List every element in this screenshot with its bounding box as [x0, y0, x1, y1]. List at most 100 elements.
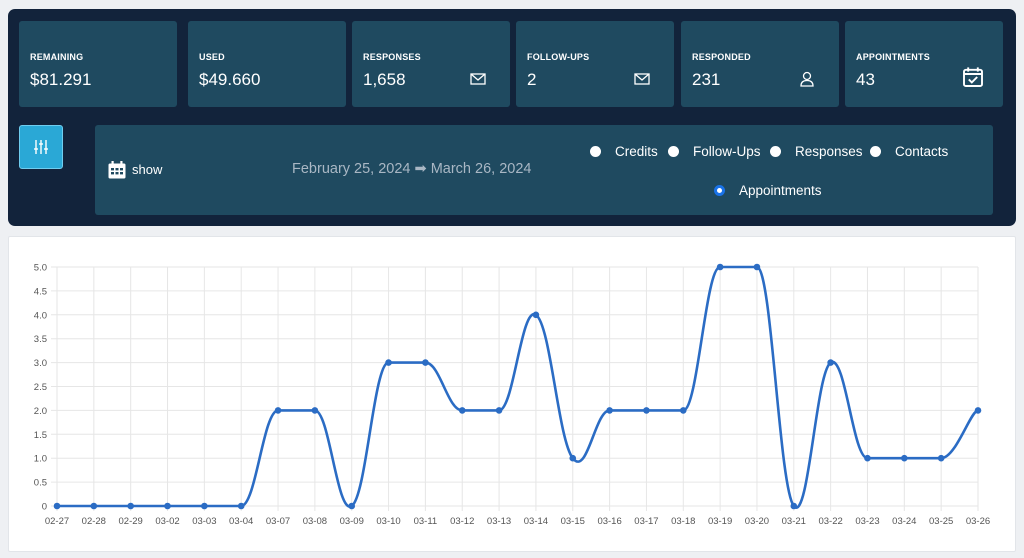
x-tick-label: 03-13: [487, 516, 511, 527]
y-tick-label: 3.5: [34, 334, 47, 345]
data-point: [901, 454, 908, 462]
card-label: FOLLOW-UPS: [527, 52, 590, 62]
x-tick-label: 03-15: [561, 516, 585, 527]
radio-button[interactable]: [870, 146, 881, 157]
card-value: 1,658: [363, 70, 406, 89]
chart-panel: 0 0.5 1.0 1.5 2.0 2.5 3.0 3.5 4.0 4.5 5.0 02-27 02-2…: [8, 236, 1016, 552]
data-point: [606, 407, 613, 414]
card-value: 43: [856, 70, 875, 89]
radio-credits[interactable]: Credits: [590, 144, 658, 159]
radio-button-selected[interactable]: [714, 185, 725, 196]
date-range-text[interactable]: February 25, 2024 ➡ March 26, 2024: [292, 161, 532, 177]
card-label: REMAINING: [30, 52, 84, 62]
data-point: [753, 263, 761, 271]
y-tick-label: 3.0: [34, 358, 47, 369]
card-label: RESPONSES: [363, 52, 421, 62]
show-label[interactable]: show: [132, 162, 163, 177]
y-tick-label: 2.5: [34, 382, 47, 393]
y-tick-label: 2.0: [34, 406, 47, 417]
date-filter-panel: show February 25, 2024 ➡ March 26, 2024 …: [95, 125, 993, 215]
radio-label: Responses: [795, 144, 863, 159]
envelope-icon: [470, 73, 486, 85]
x-tick-label: 03-16: [597, 516, 621, 527]
calendar-icon: [108, 161, 126, 179]
x-tick-label: 03-17: [634, 516, 658, 527]
radio-label: Appointments: [739, 183, 822, 198]
data-point: [201, 502, 208, 510]
x-tick-label: 03-02: [155, 516, 179, 527]
data-point: [385, 359, 392, 366]
x-tick-label: 02-27: [45, 516, 69, 527]
radio-responses[interactable]: Responses: [770, 144, 863, 159]
data-point: [679, 407, 687, 414]
data-point: [864, 454, 871, 462]
card-appointments: APPOINTMENTS 43: [845, 21, 1003, 107]
radio-button[interactable]: [590, 146, 601, 157]
data-point: [790, 502, 798, 510]
y-tick-label: 4.0: [34, 310, 47, 321]
x-tick-label: 03-26: [966, 516, 990, 527]
x-tick-label: 03-07: [266, 516, 290, 527]
data-point: [495, 407, 503, 414]
x-tick-label: 02-28: [82, 516, 106, 527]
calendar-check-icon: [963, 67, 983, 87]
radio-button[interactable]: [770, 146, 781, 157]
radio-follow-ups[interactable]: Follow-Ups: [668, 144, 761, 159]
x-tick-label: 03-11: [414, 516, 438, 527]
x-tick-label: 03-14: [524, 516, 548, 527]
y-tick-label: 0: [42, 502, 47, 513]
radio-appointments[interactable]: Appointments: [714, 183, 822, 198]
data-point: [348, 502, 356, 510]
data-point: [569, 454, 577, 462]
data-point: [716, 263, 724, 271]
data-point: [274, 407, 282, 414]
x-tick-label: 03-08: [303, 516, 327, 527]
x-tick-label: 03-25: [929, 516, 953, 527]
stats-panel: REMAINING $81.291 USED $49.660 RESPONSES…: [8, 9, 1016, 226]
data-point: [422, 359, 429, 366]
data-point: [827, 359, 834, 366]
user-icon: [800, 71, 814, 87]
card-label: APPOINTMENTS: [856, 52, 930, 62]
card-value: 2: [527, 70, 537, 89]
envelope-icon: [634, 73, 650, 85]
radio-button[interactable]: [668, 146, 679, 157]
data-point: [90, 502, 98, 510]
x-tick-label: 03-23: [855, 516, 879, 527]
card-used: USED $49.660: [188, 21, 346, 107]
data-point: [532, 311, 540, 319]
card-value: $81.291: [30, 70, 92, 89]
card-follow-ups: FOLLOW-UPS 2: [516, 21, 674, 107]
radio-contacts[interactable]: Contacts: [870, 144, 948, 159]
x-tick-label: 03-18: [671, 516, 695, 527]
card-label: RESPONDED: [692, 52, 751, 62]
card-responded: RESPONDED 231: [681, 21, 839, 107]
y-tick-label: 4.5: [34, 286, 47, 297]
data-point: [127, 502, 134, 510]
x-tick-label: 03-24: [892, 516, 916, 527]
x-tick-label: 03-03: [192, 516, 216, 527]
data-point: [311, 407, 319, 414]
y-tick-label: 1.0: [34, 454, 47, 465]
x-tick-label: 03-04: [229, 516, 253, 527]
radio-label: Credits: [615, 144, 658, 159]
x-tick-label: 03-12: [450, 516, 474, 527]
x-tick-label: 03-21: [782, 516, 806, 527]
card-value: $49.660: [199, 70, 261, 89]
series-line: [57, 265, 979, 509]
card-label: USED: [199, 52, 225, 62]
filter-settings-button[interactable]: [19, 125, 63, 169]
sliders-icon: [34, 140, 48, 154]
data-point: [164, 502, 171, 510]
card-responses: RESPONSES 1,658: [352, 21, 510, 107]
card-value: 231: [692, 70, 721, 89]
x-tick-label: 03-19: [708, 516, 732, 527]
x-tick-label: 02-29: [119, 516, 143, 527]
y-tick-label: 0.5: [34, 478, 47, 489]
x-tick-label: 03-22: [818, 516, 842, 527]
x-tick-label: 03-09: [340, 516, 364, 527]
x-tick-label: 03-10: [376, 516, 400, 527]
y-tick-label: 5.0: [34, 263, 47, 274]
data-point: [643, 407, 650, 414]
y-tick-label: 1.5: [34, 430, 47, 441]
